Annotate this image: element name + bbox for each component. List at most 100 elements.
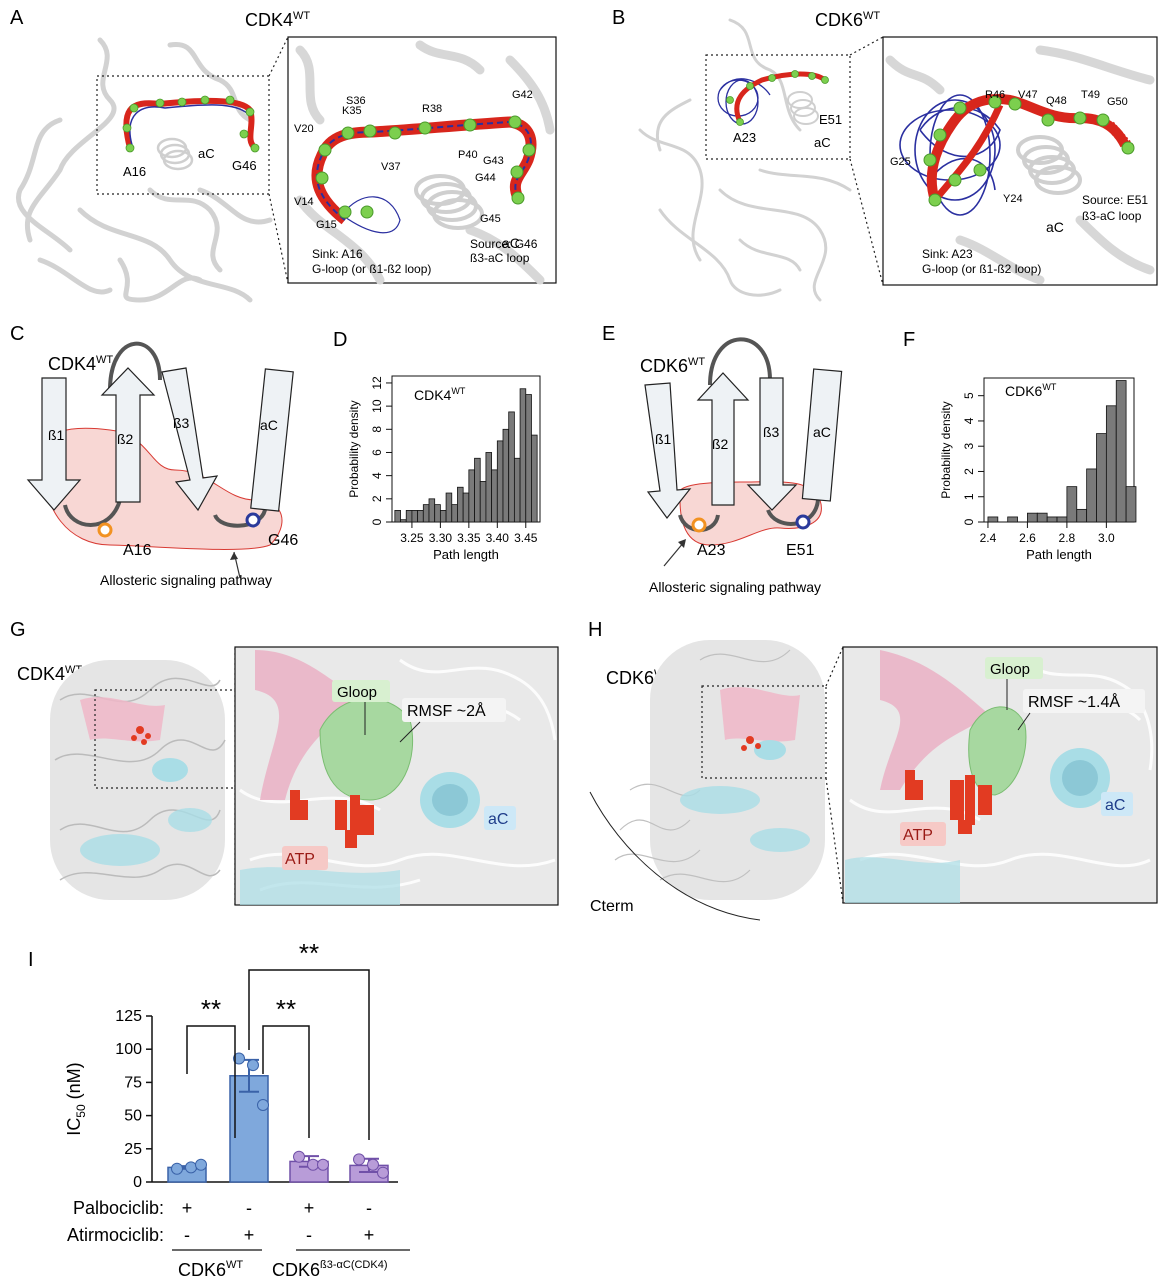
sink-sublabel-a: G-loop (or ß1-ß2 loop) bbox=[312, 262, 431, 276]
gloop-label-g: Gloop bbox=[337, 684, 377, 701]
sink-label-e: A23 bbox=[697, 542, 726, 559]
palbociclib-sign: - bbox=[366, 1198, 372, 1218]
significance-label: ** bbox=[201, 994, 221, 1024]
histogram-bar bbox=[417, 510, 424, 523]
zoom-inset-h: Gloop RMSF ~1.4Å aC ATP bbox=[842, 646, 1158, 904]
histogram-bar bbox=[1007, 516, 1018, 523]
pathway-arrow-head-c bbox=[230, 552, 238, 560]
strand-label-b1-c: ß1 bbox=[48, 427, 65, 443]
panel-c: C CDK4WT ß1 ß2 ß3 aC A16 G46 Allosteric … bbox=[10, 323, 298, 588]
zoom-inset-a: K35 S36 R38 G42 V20 V37 P40 G43 G44 G45 … bbox=[287, 36, 557, 285]
legend-text: CDK6 bbox=[1005, 383, 1043, 399]
histogram-bar bbox=[519, 388, 527, 523]
panel-letter-i: I bbox=[28, 949, 34, 971]
data-point bbox=[195, 1158, 207, 1171]
data-point bbox=[233, 1052, 245, 1065]
panel-b-title: CDK6WT bbox=[815, 10, 880, 30]
y-axis-label: Probability density bbox=[347, 400, 361, 497]
rmsf-label-g: RMSF ~2Å bbox=[407, 701, 486, 720]
data-point bbox=[293, 1150, 305, 1163]
histogram-bar bbox=[525, 394, 532, 523]
palbociclib-sign: + bbox=[182, 1198, 193, 1218]
histogram-bar bbox=[1115, 380, 1127, 523]
group-label-1-text: CDK6 bbox=[178, 1260, 226, 1280]
zoom-region-box-g bbox=[94, 689, 236, 789]
histogram-bar bbox=[1056, 516, 1068, 523]
sink-label-b: Sink: A23 bbox=[922, 247, 973, 261]
panel-letter-f: F bbox=[903, 329, 915, 351]
histogram-bar bbox=[987, 516, 999, 523]
residue-label-b-6: Y24 bbox=[1003, 193, 1023, 205]
y-tick-label: 125 bbox=[115, 1008, 142, 1025]
source-marker-c bbox=[245, 512, 261, 528]
histogram-bar bbox=[513, 457, 521, 523]
strand-b2-c bbox=[100, 367, 156, 503]
pathway-arrow-e bbox=[663, 541, 685, 567]
pathway-region-c bbox=[43, 427, 283, 550]
x-axis-label: Path length bbox=[433, 547, 499, 562]
md-ensemble-overview-g bbox=[50, 660, 226, 900]
x-axis-label: Path length bbox=[1026, 547, 1092, 562]
data-point bbox=[171, 1162, 183, 1175]
zoom-helix-ac-b bbox=[1016, 135, 1082, 195]
histogram-bar bbox=[394, 510, 401, 523]
helix-label-bg-h bbox=[1101, 792, 1133, 816]
gloop-label-bg-g bbox=[332, 680, 390, 702]
source-marker-e bbox=[795, 514, 811, 530]
histogram-bar bbox=[485, 452, 493, 523]
palbociclib-sign: - bbox=[246, 1198, 252, 1218]
data-point bbox=[317, 1158, 329, 1171]
source-sublabel-a: ß3-aC loop bbox=[470, 251, 530, 265]
panel-e-title: CDK6WT bbox=[640, 356, 705, 376]
zoom-region-box-h bbox=[701, 685, 827, 779]
data-point bbox=[367, 1158, 379, 1171]
y-tick-label: 8 bbox=[370, 426, 384, 433]
panel-d: D 0 2 4 6 8 10 12 3.25 3.30 3.35 3.40 3.45 Path leng… bbox=[333, 329, 541, 562]
y-tick-label: 25 bbox=[124, 1141, 142, 1158]
panel-letter-h: H bbox=[588, 619, 602, 641]
panel-b: B CDK6WT A23 bbox=[612, 7, 1158, 302]
zoom-connector-a bbox=[268, 36, 289, 77]
loop-b3-ac-c bbox=[213, 509, 267, 528]
legend-label: CDK4WT bbox=[414, 386, 466, 403]
residue-label-a-1: S36 bbox=[346, 95, 366, 107]
residue-label-b-1: V47 bbox=[1018, 89, 1038, 101]
zoom-residue-nodes-b bbox=[923, 95, 1135, 207]
zoom-helix-label-b: aC bbox=[1046, 219, 1064, 235]
panel-c-title: CDK4WT bbox=[48, 354, 113, 374]
y-tick-label: 1 bbox=[962, 493, 976, 500]
source-label-c: G46 bbox=[268, 532, 298, 549]
pathway-region-e bbox=[677, 481, 822, 546]
rmsf-label-h: RMSF ~1.4Å bbox=[1028, 692, 1120, 711]
rmsf-label-bg-g bbox=[402, 698, 506, 722]
histogram-bar bbox=[434, 504, 441, 523]
y-tick-label: 4 bbox=[962, 417, 976, 424]
helix-label-ac-e: aC bbox=[813, 424, 831, 440]
y-tick-label: 75 bbox=[124, 1074, 142, 1091]
histogram-bar bbox=[1036, 512, 1048, 523]
legend-text: CDK4 bbox=[414, 387, 452, 403]
row-label-palbociclib: Palbociclib: bbox=[73, 1198, 164, 1218]
cterm-label-h: Cterm bbox=[590, 898, 634, 915]
panel-letter-a: A bbox=[10, 7, 24, 29]
legend-label: CDK6WT bbox=[1005, 382, 1057, 399]
atirmociclib-sign: - bbox=[306, 1225, 312, 1245]
x-tick-label: 2.8 bbox=[1059, 531, 1076, 545]
ligand-label-bg-g bbox=[282, 846, 328, 870]
x-tick-label: 3.40 bbox=[486, 531, 510, 545]
y-tick-label: 2 bbox=[370, 495, 384, 502]
residue-label-b-0: R46 bbox=[985, 89, 1005, 101]
panel-letter-c: C bbox=[10, 323, 24, 345]
atirmociclib-sign: + bbox=[364, 1225, 375, 1245]
panel-a-title: CDK4WT bbox=[245, 10, 310, 30]
histogram-bar bbox=[411, 510, 419, 523]
histogram-bar bbox=[439, 510, 447, 523]
strand-b1-c bbox=[26, 377, 82, 511]
helix-label-h: aC bbox=[1105, 797, 1125, 814]
group-label-2-sup: ß3-αC(CDK4) bbox=[320, 1259, 387, 1271]
helix-label-g: aC bbox=[488, 811, 508, 828]
residue-label-a-11: G15 bbox=[316, 219, 337, 231]
panel-g: G CDK4WT bbox=[10, 619, 559, 906]
